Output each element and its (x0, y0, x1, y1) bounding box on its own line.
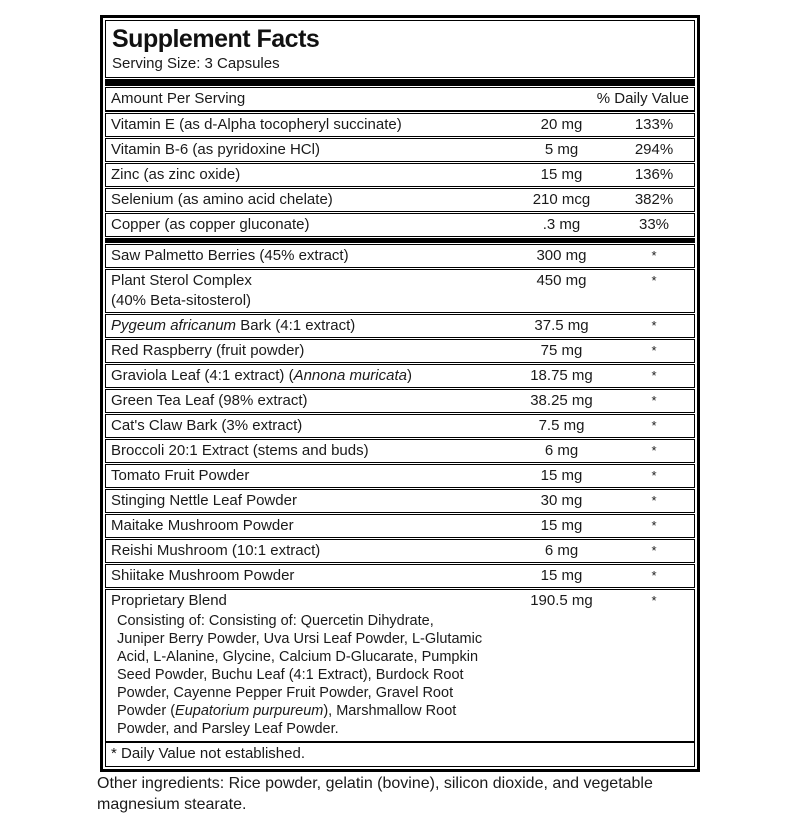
amount-value: 15 mg (540, 467, 583, 484)
table-row: Plant Sterol Complex (40% Beta-sitostero… (105, 269, 695, 313)
daily-value: * (651, 543, 657, 558)
table-row: Copper (as copper gluconate) .3 mg 33% (105, 213, 695, 237)
ingredient-name: Vitamin B-6 (as pyridoxine HCl) (111, 141, 320, 158)
panel-title: Supplement Facts (112, 25, 320, 53)
amount-value: 15 mg (540, 517, 583, 534)
amount-value: 7.5 mg (538, 417, 585, 434)
daily-value: * (651, 343, 657, 358)
table-row: Green Tea Leaf (98% extract) 38.25 mg * (105, 389, 695, 413)
amount-value: 30 mg (540, 492, 583, 509)
ingredient-name: Cat's Claw Bark (3% extract) (111, 417, 303, 434)
ingredient-name: Pygeum africanum Bark (4:1 extract) (111, 317, 356, 334)
daily-value: * (651, 248, 657, 263)
ingredient-name: Red Raspberry (fruit powder) (111, 342, 305, 359)
ingredient-name: Zinc (as zinc oxide) (111, 166, 241, 183)
table-row: Selenium (as amino acid chelate) 210 mcg 3… (105, 188, 695, 212)
table-row: Tomato Fruit Powder 15 mg * (105, 464, 695, 488)
panel-header: Supplement Facts Serving Size: 3 Capsule… (105, 20, 695, 78)
ingredient-name: Selenium (as amino acid chelate) (111, 191, 333, 208)
table-row: Shiitake Mushroom Powder 15 mg * (105, 564, 695, 588)
table-row: Vitamin B-6 (as pyridoxine HCl) 5 mg 294% (105, 138, 695, 162)
daily-value: 382% (634, 191, 674, 208)
daily-value-header: % Daily Value (596, 90, 689, 107)
daily-value: * (651, 593, 657, 608)
daily-value: * (651, 493, 657, 508)
table-row: Reishi Mushroom (10:1 extract) 6 mg * (105, 539, 695, 563)
column-header-row: Amount Per Serving % Daily Value (105, 87, 695, 112)
ingredient-name: Shiitake Mushroom Powder (111, 567, 295, 584)
ingredient-name: Copper (as copper gluconate) (111, 216, 310, 233)
ingredient-name: Stinging Nettle Leaf Powder (111, 492, 297, 509)
ingredient-name: Graviola Leaf (4:1 extract) (Annona muri… (111, 367, 412, 384)
daily-value: 136% (634, 166, 674, 183)
table-row: Pygeum africanum Bark (4:1 extract) 37.5 … (105, 314, 695, 338)
blend-description: Consisting of: Consisting of: Quercetin … (117, 613, 483, 737)
amount-value: 18.75 mg (530, 367, 593, 384)
daily-value: * (651, 518, 657, 533)
ingredient-name: Proprietary Blend (111, 592, 227, 609)
ingredient-rows: Vitamin E (as d-Alpha tocopheryl succina… (105, 113, 695, 742)
amount-value: 15 mg (540, 567, 583, 584)
amount-value: 6 mg (544, 542, 579, 559)
ingredient-name: Saw Palmetto Berries (45% extract) (111, 247, 349, 264)
daily-value: * (651, 368, 657, 383)
daily-value: * (651, 468, 657, 483)
serving-size: Serving Size: 3 Capsules (112, 55, 280, 72)
table-row: Saw Palmetto Berries (45% extract) 300 mg… (105, 244, 695, 268)
footnote: * Daily Value not established. (105, 742, 695, 767)
daily-value: * (651, 418, 657, 433)
table-row: Stinging Nettle Leaf Powder 30 mg * (105, 489, 695, 513)
amount-value: 20 mg (540, 116, 583, 133)
table-row: Maitake Mushroom Powder 15 mg * (105, 514, 695, 538)
supplement-facts-panel: Supplement Facts Serving Size: 3 Capsule… (100, 15, 700, 772)
amount-value: 6 mg (544, 442, 579, 459)
amount-value: 38.25 mg (530, 392, 593, 409)
table-row: Vitamin E (as d-Alpha tocopheryl succina… (105, 113, 695, 137)
ingredient-name: Broccoli 20:1 Extract (stems and buds) (111, 442, 369, 459)
amount-value: 190.5 mg (530, 592, 593, 609)
thick-divider (105, 79, 695, 86)
table-row: Cat's Claw Bark (3% extract) 7.5 mg * (105, 414, 695, 438)
daily-value: * (651, 393, 657, 408)
ingredient-name: Tomato Fruit Powder (111, 467, 250, 484)
amount-value: 5 mg (544, 141, 579, 158)
table-row: Proprietary Blend 190.5 mg * Consisting of:… (105, 589, 695, 742)
table-row: Zinc (as zinc oxide) 15 mg 136% (105, 163, 695, 187)
amount-value: 210 mcg (532, 191, 591, 208)
other-ingredients: Other ingredients: Rice powder, gelatin … (97, 775, 653, 813)
daily-value: 294% (634, 141, 674, 158)
ingredient-name: Plant Sterol Complex (40% Beta-sitostero… (111, 272, 252, 309)
ingredient-name: Vitamin E (as d-Alpha tocopheryl succina… (111, 116, 402, 133)
daily-value: 133% (634, 116, 674, 133)
table-row: Graviola Leaf (4:1 extract) (Annona muri… (105, 364, 695, 388)
daily-value: * (651, 318, 657, 333)
table-row: Broccoli 20:1 Extract (stems and buds) 6 … (105, 439, 695, 463)
ingredient-name: Maitake Mushroom Powder (111, 517, 294, 534)
amount-value: 300 mg (536, 247, 587, 264)
table-row: Red Raspberry (fruit powder) 75 mg * (105, 339, 695, 363)
ingredient-name: Green Tea Leaf (98% extract) (111, 392, 308, 409)
daily-value: * (651, 273, 657, 288)
section-divider (105, 238, 695, 243)
amount-value: .3 mg (542, 216, 581, 233)
daily-value: 33% (638, 216, 670, 233)
daily-value: * (651, 443, 657, 458)
amount-value: 75 mg (540, 342, 583, 359)
ingredient-name: Reishi Mushroom (10:1 extract) (111, 542, 321, 559)
amount-value: 15 mg (540, 166, 583, 183)
daily-value: * (651, 568, 657, 583)
amount-value: 450 mg (536, 272, 587, 289)
amount-per-serving-header: Amount Per Serving (111, 90, 246, 107)
amount-value: 37.5 mg (534, 317, 589, 334)
